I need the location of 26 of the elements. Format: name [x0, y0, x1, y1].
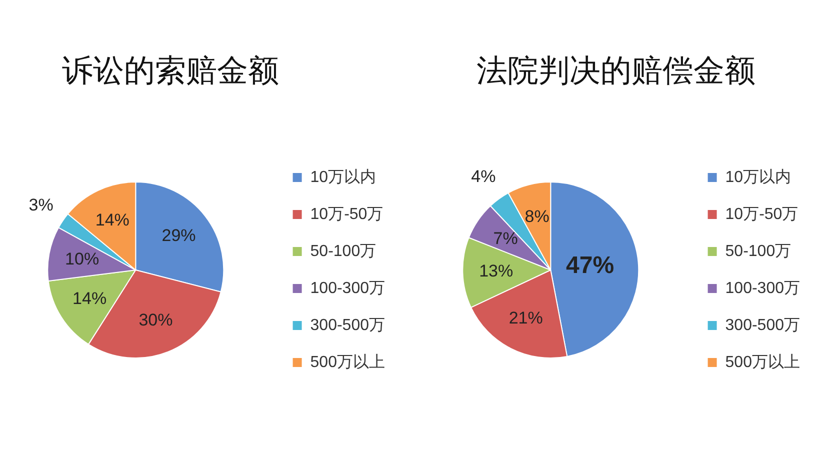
data-label: 30% — [138, 310, 173, 330]
legend-label: 10万-50万 — [310, 206, 384, 223]
data-label: 10% — [65, 249, 100, 268]
data-label: 21% — [508, 308, 542, 328]
data-label: 7% — [492, 229, 518, 248]
data-label: 14% — [72, 288, 107, 308]
legend-label: 10万以内 — [724, 168, 791, 186]
legend-label: 10万-50万 — [724, 206, 798, 223]
legend-label: 50-100万 — [724, 242, 791, 260]
legend-label: 300-500万 — [310, 316, 385, 334]
legend-label: 500万以上 — [310, 352, 385, 371]
legend-label: 10万以内 — [310, 168, 376, 186]
legend-label: 100-300万 — [724, 280, 800, 297]
legend-label: 300-500万 — [724, 316, 800, 334]
data-label: 13% — [478, 261, 513, 280]
data-label: 8% — [524, 206, 549, 226]
legend-label: 100-300万 — [310, 280, 385, 297]
data-label: 4% — [470, 167, 496, 186]
data-label: 14% — [95, 210, 130, 230]
legend-label: 500万以上 — [724, 352, 800, 371]
chart-title: 诉讼的索赔金额 — [62, 52, 279, 90]
data-label: 29% — [162, 226, 196, 246]
data-label: 47% — [566, 252, 614, 279]
legend-label: 50-100万 — [310, 242, 376, 260]
chart-title: 法院判决的赔偿金额 — [476, 52, 756, 90]
data-label: 3% — [28, 195, 54, 214]
